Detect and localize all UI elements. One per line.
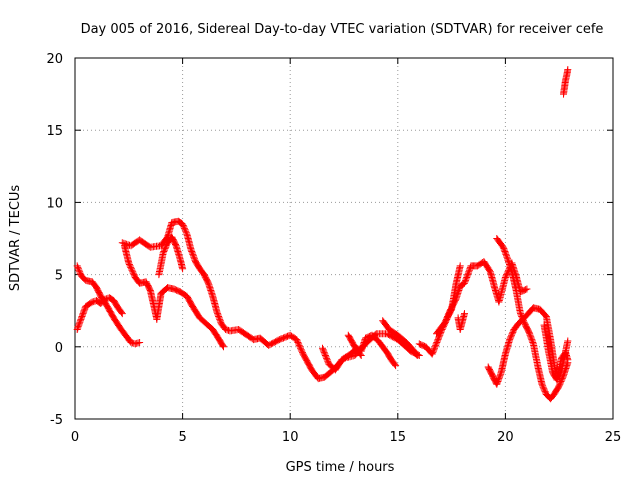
series-trace-l	[493, 235, 572, 403]
y-tick-label: 20	[46, 52, 63, 67]
data-series	[73, 66, 572, 403]
series-trace-i	[415, 262, 464, 358]
series-marks	[560, 66, 572, 98]
x-tick-label: 25	[605, 430, 622, 445]
series-trace-b	[73, 294, 126, 333]
y-tick-label: 0	[55, 341, 63, 356]
series-trace-d	[121, 242, 227, 351]
series-marks	[540, 321, 572, 384]
chart-title: Day 005 of 2016, Sidereal Day-to-day VTE…	[81, 22, 604, 37]
x-tick-label: 10	[282, 430, 299, 445]
y-tick-label: 10	[46, 196, 63, 211]
series-marks	[454, 310, 468, 333]
series-marks	[155, 233, 187, 279]
x-tick-label: 0	[71, 430, 79, 445]
x-axis: 0 5 10 15 20 25	[71, 58, 621, 445]
series-trace-e	[155, 233, 187, 279]
series-marks	[379, 317, 421, 359]
y-tick-label: 15	[46, 124, 63, 139]
series-trace-n	[540, 321, 572, 384]
series-marks	[344, 331, 365, 359]
y-tick-label: 5	[55, 269, 63, 284]
series-trace-g	[344, 331, 365, 359]
x-tick-label: 20	[497, 430, 514, 445]
series-marks	[73, 294, 126, 333]
series-marks	[493, 235, 572, 403]
y-axis: -5 0 5 10 15 20	[46, 52, 613, 428]
series-marks	[121, 242, 227, 351]
y-tick-label: -5	[50, 413, 63, 428]
x-axis-label: GPS time / hours	[286, 460, 395, 475]
y-axis-label: SDTVAR / TECUs	[8, 185, 23, 292]
x-tick-label: 15	[390, 430, 407, 445]
series-trace-h	[379, 317, 421, 359]
series-marks	[415, 262, 464, 358]
grid-lines	[75, 58, 613, 419]
x-tick-label: 5	[178, 430, 186, 445]
series-trace-k	[454, 310, 468, 333]
series-trace-o	[560, 66, 572, 98]
plot-area-frame	[74, 57, 614, 420]
